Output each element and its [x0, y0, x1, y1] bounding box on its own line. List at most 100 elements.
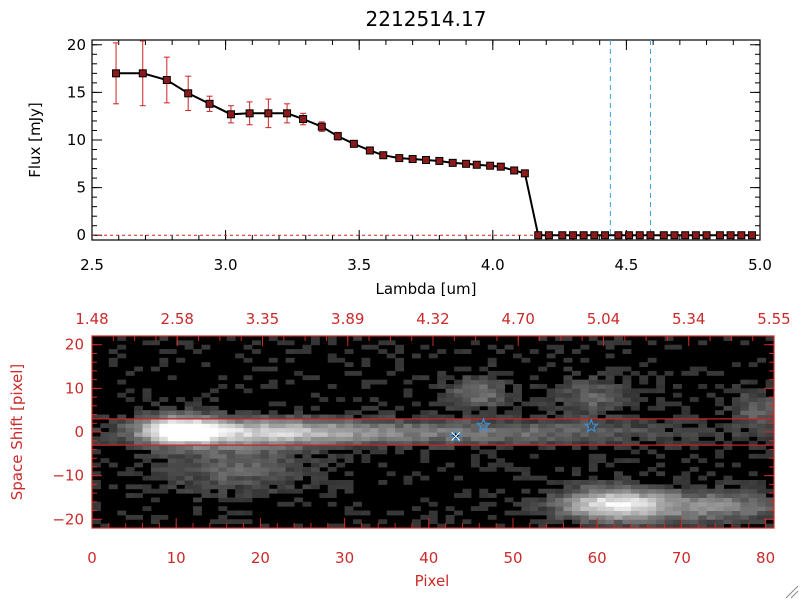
image-pixel — [327, 353, 337, 359]
image-pixel — [420, 344, 430, 350]
image-pixel — [226, 458, 236, 464]
image-pixel — [664, 445, 674, 450]
image-pixel — [731, 432, 741, 437]
y-tick-label: 0 — [76, 226, 86, 244]
image-pixel — [647, 493, 657, 498]
image-pixel — [563, 336, 573, 341]
image-pixel — [285, 471, 295, 477]
image-pixel — [647, 418, 657, 424]
image-pixel — [159, 405, 169, 411]
image-pixel — [411, 432, 421, 437]
image-pixel — [470, 453, 480, 459]
image-pixel — [134, 418, 144, 424]
image-pixel — [698, 523, 708, 529]
image-pixel — [580, 384, 590, 389]
image-pixel — [563, 436, 573, 442]
image-pixel — [748, 445, 758, 450]
image-pixel — [614, 423, 623, 429]
image-pixel — [504, 510, 514, 516]
image-pixel — [740, 423, 750, 429]
image-pixel — [639, 432, 649, 437]
image-pixel — [327, 423, 337, 429]
image-pixel — [479, 506, 489, 512]
data-point — [590, 231, 599, 240]
image-pixel — [698, 501, 708, 507]
image-pixel — [731, 397, 741, 402]
image-pixel — [487, 462, 497, 468]
image-pixel — [319, 414, 329, 420]
image-pixel — [614, 340, 623, 346]
image-pixel — [125, 397, 135, 402]
image-pixel — [740, 484, 750, 490]
image-pixel — [428, 501, 438, 507]
image-overlays — [92, 417, 774, 446]
image-pixel — [277, 466, 287, 472]
image-pixel — [630, 401, 640, 407]
image-pixel — [184, 418, 194, 424]
image-pixel — [243, 414, 253, 420]
image-pixel — [193, 440, 202, 446]
image-pixel — [310, 375, 320, 381]
image-pixel — [580, 357, 590, 363]
image-pixel — [294, 466, 303, 472]
image-pixel — [159, 362, 169, 368]
image-pixel — [487, 453, 497, 459]
image-pixel — [386, 432, 396, 437]
image-pixel — [454, 388, 463, 394]
image-pixel — [386, 440, 396, 446]
image-pixel — [226, 497, 236, 503]
image-pixel — [656, 506, 666, 512]
image-pixel — [622, 388, 632, 394]
image-pixel — [563, 501, 573, 507]
image-pixel — [656, 523, 666, 529]
image-pixel — [420, 453, 430, 459]
image-pixel — [647, 357, 657, 363]
image-pixel — [378, 401, 388, 407]
image-pixel — [731, 423, 741, 429]
image-pixel — [209, 493, 219, 498]
image-pixel — [765, 488, 775, 494]
image-pixel — [689, 432, 699, 437]
image-pixel — [159, 462, 169, 468]
image-pixel — [125, 370, 135, 376]
image-pixel — [588, 488, 598, 494]
image-pixel — [723, 514, 733, 520]
image-pixel — [580, 392, 590, 398]
image-pixel — [209, 519, 219, 525]
image-pixel — [319, 475, 329, 481]
image-pixel — [689, 414, 699, 420]
image-pixel — [555, 436, 565, 442]
image-pixel — [184, 484, 194, 490]
image-pixel — [134, 436, 144, 442]
image-pixel — [723, 475, 733, 481]
image-pixel — [344, 471, 354, 477]
image-pixel — [277, 462, 287, 468]
spectrum-series — [116, 72, 752, 237]
image-pixel — [757, 427, 767, 433]
image-pixel — [715, 423, 724, 429]
image-pixel — [92, 436, 101, 442]
image-pixel — [748, 401, 758, 407]
image-pixel — [260, 458, 270, 464]
image-pixel — [723, 480, 733, 485]
image-pixel — [470, 462, 480, 468]
image-pixel — [285, 484, 295, 490]
resize-grip-icon[interactable] — [785, 585, 799, 599]
image-pixel — [134, 484, 144, 490]
image-pixel — [630, 405, 640, 411]
image-pixel — [395, 418, 405, 424]
image-pixel — [125, 514, 135, 520]
image-pixel — [445, 401, 455, 407]
image-pixel — [209, 414, 219, 420]
image-pixel — [403, 475, 413, 481]
image-pixel — [277, 423, 287, 429]
image-pixel — [588, 501, 598, 507]
image-pixel — [117, 423, 127, 429]
data-point — [448, 158, 457, 167]
image-pixel — [92, 501, 101, 507]
image-pixel — [420, 440, 430, 446]
image-pixel — [765, 510, 775, 516]
image-pixel — [437, 370, 447, 376]
image-pixel — [487, 375, 497, 381]
image-pixel — [588, 379, 598, 385]
